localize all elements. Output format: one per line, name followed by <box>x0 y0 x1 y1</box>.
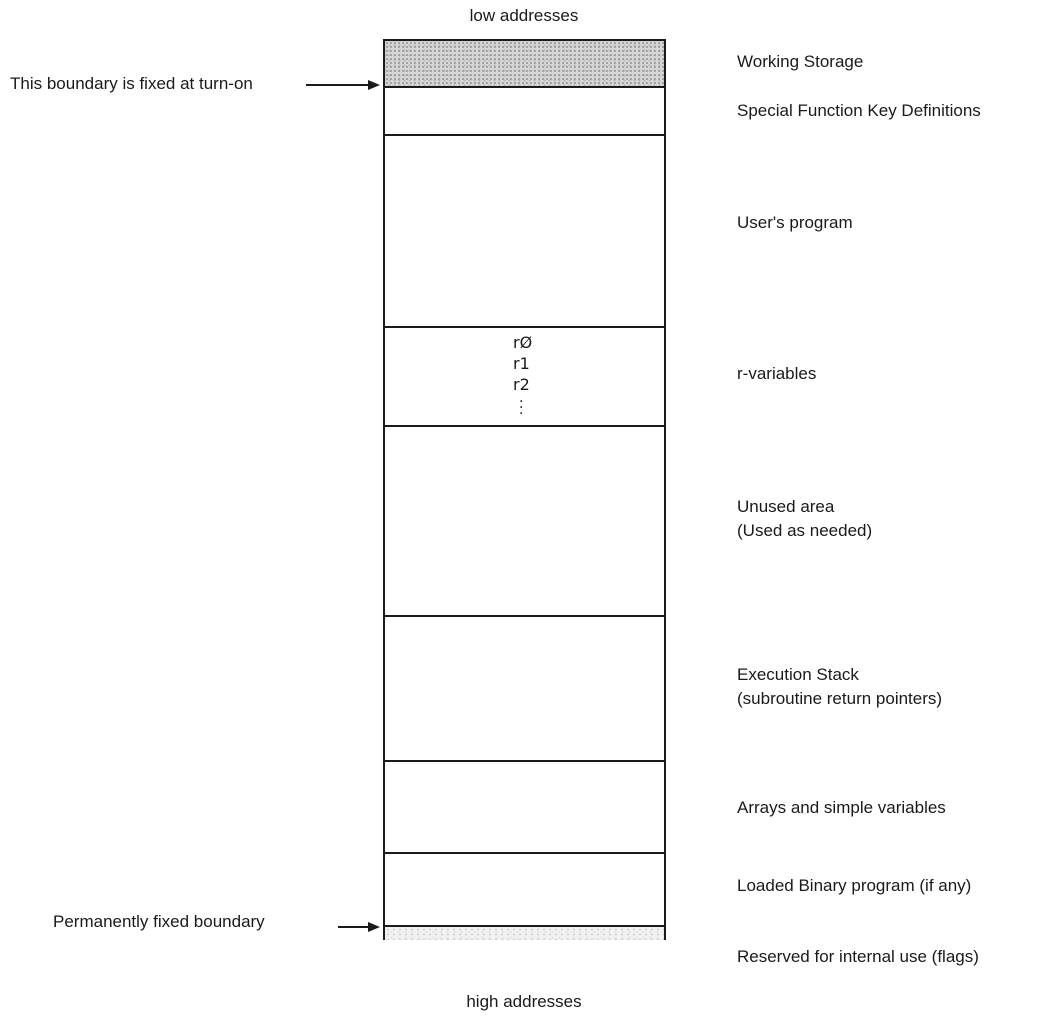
region-unused-area <box>385 427 664 617</box>
boundary-arrow-icon <box>338 926 368 928</box>
region-label: Execution Stack <box>737 665 859 684</box>
boundary-arrow-icon <box>306 84 368 86</box>
region-reserved-flags <box>385 927 664 940</box>
region-loaded-binary <box>385 854 664 927</box>
region-r-variables: rØ r1 r2 ... <box>385 328 664 427</box>
memory-map: rØ r1 r2 ... <box>383 39 666 940</box>
region-special-function-keys <box>385 88 664 136</box>
label-arrays-variables: Arrays and simple variables <box>737 796 946 820</box>
label-r-variables: r-variables <box>737 362 816 386</box>
region-working-storage <box>385 41 664 88</box>
region-sublabel: (Used as needed) <box>737 521 873 540</box>
region-label: Special Function Key Definitions <box>737 101 981 120</box>
region-label: Unused area <box>737 497 835 516</box>
label-working-storage: Working Storage <box>737 50 863 74</box>
region-arrays-variables <box>385 762 664 854</box>
region-label: Loaded Binary program (if any) <box>737 876 972 895</box>
label-reserved-flags: Reserved for internal use (flags) <box>737 945 979 969</box>
region-label: Arrays and simple variables <box>737 798 946 817</box>
region-label: Working Storage <box>737 52 864 71</box>
arrowhead-icon <box>368 922 380 932</box>
label-unused-area: Unused area (Used as needed) <box>737 495 872 543</box>
vertical-ellipsis-icon: ... <box>519 390 524 418</box>
region-label: r-variables <box>737 364 817 383</box>
r-variable-item: r1 <box>513 354 530 373</box>
r-variable-item: r2 <box>513 375 530 394</box>
label-special-function-keys: Special Function Key Definitions <box>737 99 981 123</box>
label-users-program: User's program <box>737 211 853 235</box>
region-label: User's program <box>737 213 853 232</box>
region-users-program <box>385 136 664 328</box>
region-label: Reserved for internal use (flags) <box>737 947 979 966</box>
high-addresses-caption: high addresses <box>466 992 582 1011</box>
low-addresses-caption: low addresses <box>469 6 579 25</box>
r-variable-item: rØ <box>513 333 533 352</box>
label-loaded-binary: Loaded Binary program (if any) <box>737 874 971 898</box>
fixed-boundary-label: Permanently fixed boundary <box>53 912 265 931</box>
region-sublabel: (subroutine return pointers) <box>737 689 943 708</box>
region-execution-stack <box>385 617 664 762</box>
r-variable-list: rØ r1 r2 ... <box>513 332 533 418</box>
label-execution-stack: Execution Stack (subroutine return point… <box>737 663 942 711</box>
turn-on-boundary-label: This boundary is fixed at turn-on <box>10 74 253 93</box>
arrowhead-icon <box>368 80 380 90</box>
